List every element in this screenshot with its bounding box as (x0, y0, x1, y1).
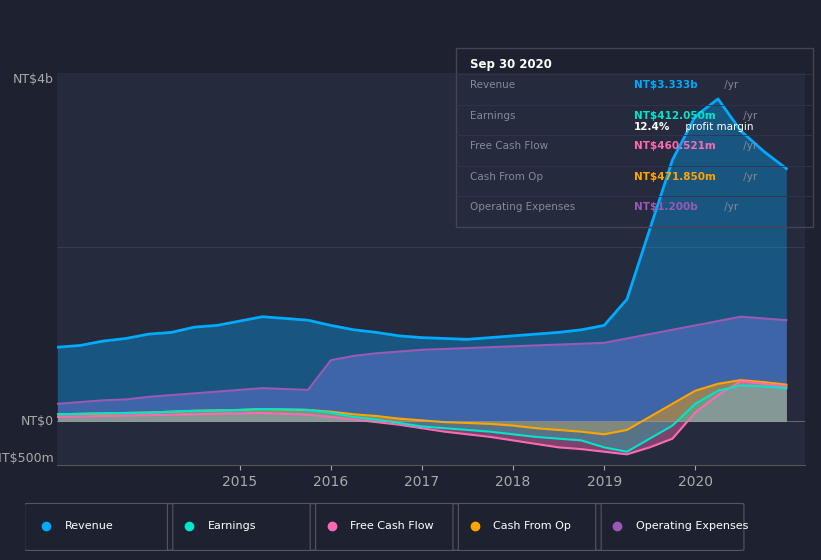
Text: Sep 30 2020: Sep 30 2020 (470, 58, 552, 71)
Text: Operating Expenses: Operating Expenses (470, 202, 576, 212)
Text: /yr: /yr (741, 171, 758, 181)
Text: Operating Expenses: Operating Expenses (635, 521, 748, 531)
Text: NT$4b: NT$4b (13, 73, 53, 86)
Text: /yr: /yr (721, 80, 738, 90)
Text: 12.4%: 12.4% (635, 122, 671, 132)
Text: profit margin: profit margin (682, 122, 754, 132)
Text: Revenue: Revenue (470, 80, 515, 90)
Text: Free Cash Flow: Free Cash Flow (470, 141, 548, 151)
Text: NT$1.200b: NT$1.200b (635, 202, 698, 212)
Text: NT$3.333b: NT$3.333b (635, 80, 698, 90)
Text: -NT$500m: -NT$500m (0, 452, 53, 465)
Text: /yr: /yr (741, 111, 758, 120)
Text: /yr: /yr (741, 141, 758, 151)
Text: Free Cash Flow: Free Cash Flow (351, 521, 434, 531)
Text: NT$0: NT$0 (21, 415, 53, 428)
Text: NT$471.850m: NT$471.850m (635, 171, 716, 181)
Text: Cash From Op: Cash From Op (493, 521, 571, 531)
Text: Cash From Op: Cash From Op (470, 171, 543, 181)
Text: NT$460.521m: NT$460.521m (635, 141, 716, 151)
Text: /yr: /yr (721, 202, 738, 212)
Text: Earnings: Earnings (470, 111, 516, 120)
Text: Revenue: Revenue (65, 521, 113, 531)
Text: NT$412.050m: NT$412.050m (635, 111, 716, 120)
Text: Earnings: Earnings (208, 521, 256, 531)
